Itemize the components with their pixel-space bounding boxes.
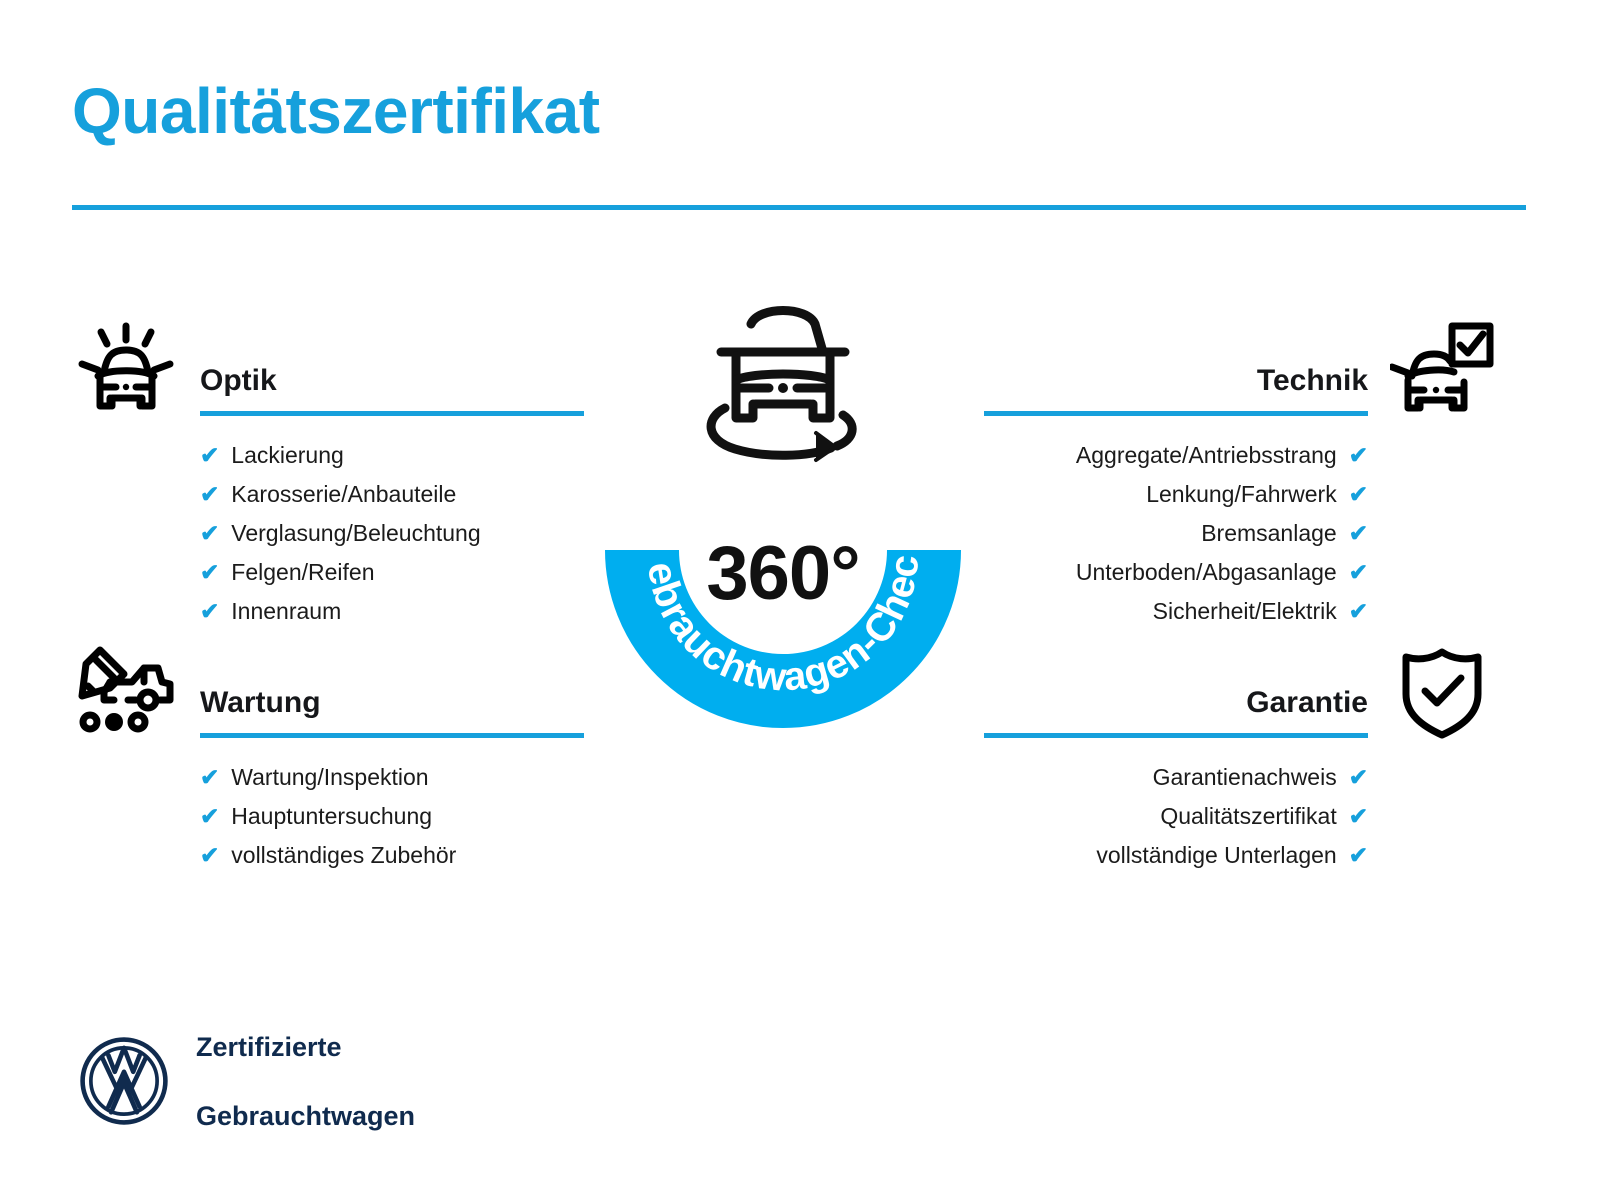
list-item: Lenkung/Fahrwerk ✔: [984, 475, 1496, 514]
list-item-label: Karosserie/Anbauteile: [231, 481, 457, 507]
list-item: Sicherheit/Elektrik ✔: [984, 592, 1496, 631]
list-item: Unterboden/Abgasanlage ✔: [984, 553, 1496, 592]
list-item: ✔ Felgen/Reifen: [72, 553, 584, 592]
section-header-wartung: Wartung: [72, 640, 584, 744]
section-header-garantie: Garantie: [984, 640, 1496, 744]
section-divider-garantie: [984, 733, 1368, 738]
car-front-rotate-icon: [706, 306, 857, 462]
list-item: Garantienachweis ✔: [984, 758, 1496, 797]
section-technik: Technik Aggregate/Antriebsstrang ✔ Lenku…: [984, 318, 1496, 631]
check-list-optik: ✔ Lackierung ✔ Karosserie/Anbauteile ✔ V…: [72, 422, 584, 631]
check-icon: ✔: [1348, 598, 1368, 624]
section-header-technik: Technik: [984, 318, 1496, 422]
list-item: ✔ Innenraum: [72, 592, 584, 631]
list-item-label: Lackierung: [231, 442, 344, 468]
section-divider-technik: [984, 411, 1368, 416]
check-list-technik: Aggregate/Antriebsstrang ✔ Lenkung/Fahrw…: [984, 422, 1496, 631]
check-icon: ✔: [200, 842, 220, 868]
footer-brand-text: Zertifizierte Gebrauchtwagen: [196, 995, 415, 1168]
check-icon: ✔: [200, 481, 220, 507]
section-divider-optik: [200, 411, 584, 416]
page-title: Qualitätszertifikat: [72, 75, 600, 147]
check-icon: ✔: [200, 803, 220, 829]
check-icon: ✔: [200, 598, 220, 624]
check-list-wartung: ✔ Wartung/Inspektion ✔ Hauptuntersuchung…: [72, 744, 584, 875]
section-title-garantie: Garantie: [1246, 686, 1368, 719]
section-divider-wartung: [200, 733, 584, 738]
list-item-label: Aggregate/Antriebsstrang: [1075, 442, 1337, 468]
list-item: ✔ Karosserie/Anbauteile: [72, 475, 584, 514]
list-item-label: Lenkung/Fahrwerk: [1146, 481, 1337, 507]
check-icon: ✔: [200, 442, 220, 468]
check-icon: ✔: [1348, 442, 1368, 468]
check-list-garantie: Garantienachweis ✔ Qualitätszertifikat ✔…: [984, 744, 1496, 875]
list-item: vollständige Unterlagen ✔: [984, 836, 1496, 875]
list-item-label: Garantienachweis: [1152, 764, 1337, 790]
list-item-label: Qualitätszertifikat: [1160, 803, 1337, 829]
car-front-checkbox-icon: [1390, 320, 1494, 420]
list-item: ✔ vollständiges Zubehör: [72, 836, 584, 875]
section-title-wartung: Wartung: [200, 686, 321, 719]
check-icon: ✔: [200, 520, 220, 546]
list-item-label: Felgen/Reifen: [231, 559, 375, 585]
list-item: Qualitätszertifikat ✔: [984, 797, 1496, 836]
header-divider: [72, 205, 1526, 210]
list-item: Aggregate/Antriebsstrang ✔: [984, 436, 1496, 475]
list-item-label: Hauptuntersuchung: [231, 803, 433, 829]
check-icon: ✔: [1348, 520, 1368, 546]
list-item-label: Verglasung/Beleuchtung: [231, 520, 481, 546]
shield-check-icon: [1390, 642, 1494, 742]
ring-arc: [605, 549, 961, 728]
list-item: ✔ Hauptuntersuchung: [72, 797, 584, 836]
section-optik: Optik ✔ Lackierung ✔ Karosserie/Anbautei…: [72, 318, 584, 631]
badge-curved-label: Gebrauchtwagen-Check: [573, 300, 927, 700]
car-front-shine-icon: [74, 320, 178, 420]
check-icon: ✔: [1348, 803, 1368, 829]
section-garantie: Garantie Garantienachweis ✔ Qualitätszer…: [984, 640, 1496, 875]
list-item: ✔ Verglasung/Beleuchtung: [72, 514, 584, 553]
section-title-optik: Optik: [200, 364, 277, 397]
footer-line-1: Zertifizierte: [196, 1031, 342, 1062]
list-item-label: Bremsanlage: [1201, 520, 1337, 546]
check-icon: ✔: [1348, 764, 1368, 790]
list-item-label: Sicherheit/Elektrik: [1152, 598, 1337, 624]
list-item-label: vollständige Unterlagen: [1096, 842, 1337, 868]
section-wartung: Wartung ✔ Wartung/Inspektion ✔ Hauptunte…: [72, 640, 584, 875]
footer-line-2: Gebrauchtwagen: [196, 1100, 416, 1131]
check-icon: ✔: [1348, 481, 1368, 507]
badge-number: 360°: [706, 531, 860, 616]
list-item: ✔ Lackierung: [72, 436, 584, 475]
check-icon: ✔: [200, 764, 220, 790]
check-icon: ✔: [1348, 559, 1368, 585]
check-icon: ✔: [200, 559, 220, 585]
list-item-label: Wartung/Inspektion: [231, 764, 429, 790]
section-title-technik: Technik: [1256, 364, 1368, 397]
list-item: ✔ Wartung/Inspektion: [72, 758, 584, 797]
pencil-car-service-icon: [74, 642, 178, 742]
list-item: Bremsanlage ✔: [984, 514, 1496, 553]
volkswagen-logo: [80, 1037, 168, 1126]
check-icon: ✔: [1348, 842, 1368, 868]
list-item-label: vollständiges Zubehör: [231, 842, 457, 868]
section-header-optik: Optik: [72, 318, 584, 422]
footer-brand-lockup: Zertifizierte Gebrauchtwagen: [78, 995, 415, 1168]
list-item-label: Innenraum: [231, 598, 342, 624]
list-item-label: Unterboden/Abgasanlage: [1075, 559, 1337, 585]
360-check-badge: Gebrauchtwagen-Check 360°: [573, 300, 993, 760]
